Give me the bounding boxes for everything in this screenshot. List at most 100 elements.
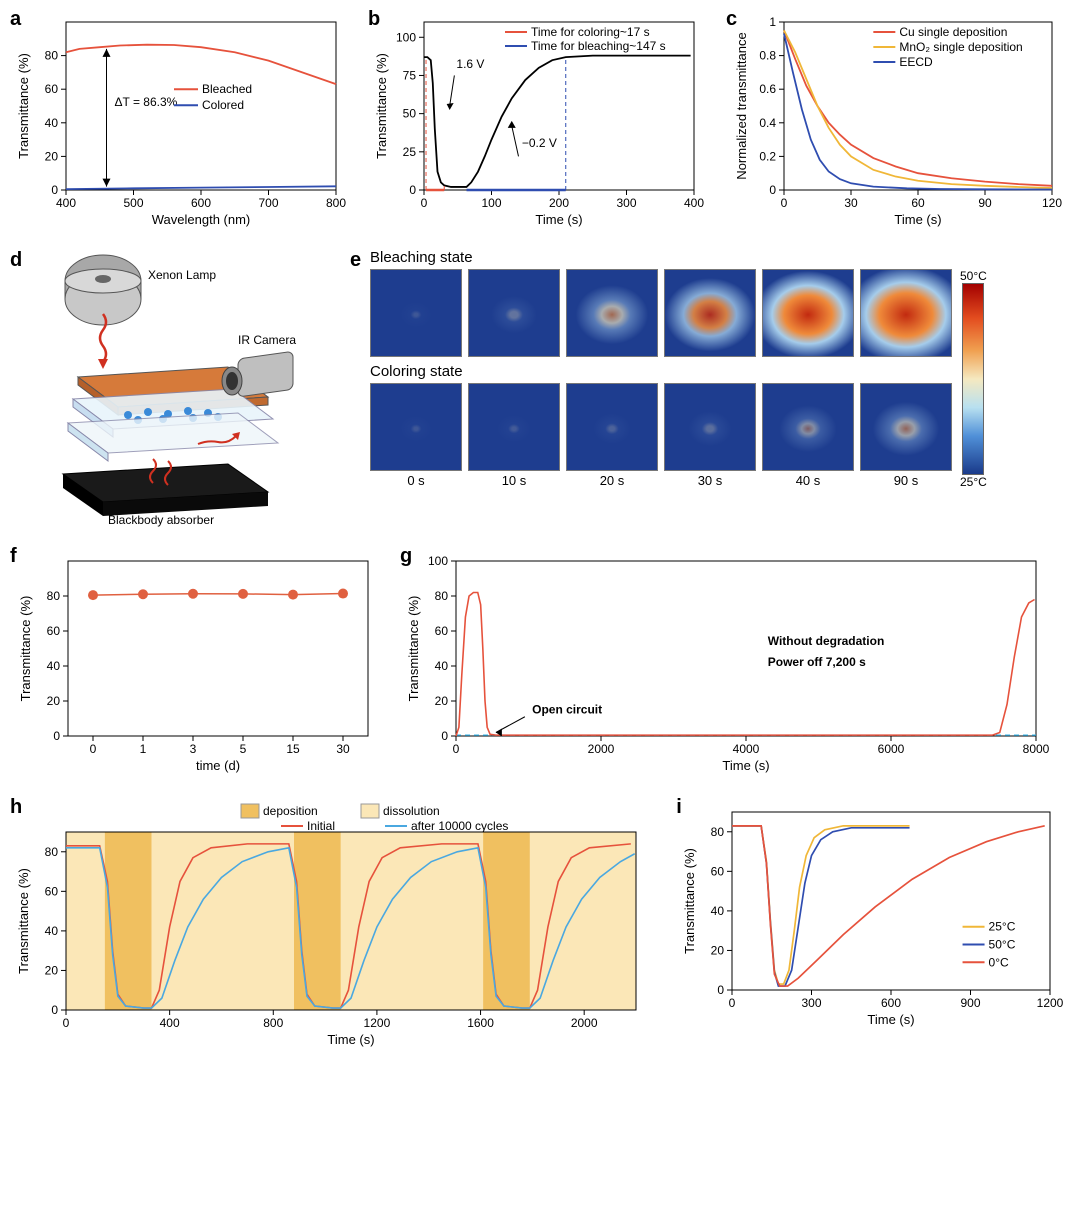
svg-text:20: 20: [47, 694, 61, 708]
svg-text:deposition: deposition: [263, 804, 318, 818]
svg-text:20: 20: [711, 943, 725, 957]
svg-text:600: 600: [191, 196, 211, 210]
svg-text:4000: 4000: [733, 742, 760, 756]
svg-text:25: 25: [403, 145, 417, 159]
panel-i-label: i: [676, 796, 682, 819]
svg-text:15: 15: [286, 742, 300, 756]
svg-text:80: 80: [45, 845, 59, 859]
panel-d-label: d: [10, 249, 22, 272]
svg-text:Initial: Initial: [307, 819, 335, 833]
panel-h: h depositiondissolutionInitialafter 1000…: [8, 796, 664, 1056]
svg-text:Time for coloring~17 s: Time for coloring~17 s: [531, 25, 650, 39]
svg-text:0: 0: [729, 996, 736, 1010]
svg-text:1200: 1200: [1037, 996, 1064, 1010]
svg-text:120: 120: [1042, 196, 1062, 210]
svg-text:Cu single deposition: Cu single deposition: [899, 25, 1007, 39]
svg-text:Transmittance (%): Transmittance (%): [16, 53, 31, 159]
svg-text:20: 20: [45, 149, 59, 163]
panel-c-label: c: [726, 8, 737, 31]
blackbody-label: Blackbody absorber: [108, 513, 214, 527]
svg-text:6000: 6000: [878, 742, 905, 756]
svg-text:3: 3: [190, 742, 197, 756]
heat-time-labels: 0 s10 s20 s30 s40 s90 s: [370, 473, 952, 488]
svg-text:Time (s): Time (s): [722, 758, 769, 773]
svg-text:60: 60: [45, 82, 59, 96]
svg-text:−0.2 V: −0.2 V: [522, 136, 557, 150]
svg-text:1200: 1200: [364, 1016, 391, 1030]
svg-text:ΔT = 86.3%: ΔT = 86.3%: [115, 95, 178, 109]
svg-text:0: 0: [769, 183, 776, 197]
ir-camera-label: IR Camera: [238, 333, 296, 347]
svg-text:100: 100: [481, 196, 501, 210]
panel-f-chart: 02040608001351530time (d)Transmittance (…: [8, 545, 388, 780]
svg-text:200: 200: [549, 196, 569, 210]
svg-text:500: 500: [123, 196, 143, 210]
panel-b-chart: 01002003004000255075100Time (s)Transmitt…: [366, 8, 711, 233]
xenon-lamp-label: Xenon Lamp: [148, 268, 216, 282]
svg-text:0°C: 0°C: [989, 955, 1009, 969]
svg-text:20: 20: [45, 963, 59, 977]
svg-text:2000: 2000: [571, 1016, 598, 1030]
svg-text:80: 80: [47, 589, 61, 603]
svg-text:900: 900: [961, 996, 981, 1010]
svg-text:80: 80: [711, 825, 725, 839]
svg-text:40: 40: [711, 904, 725, 918]
svg-text:MnO₂ single deposition: MnO₂ single deposition: [899, 40, 1022, 54]
svg-text:40: 40: [47, 659, 61, 673]
svg-text:100: 100: [428, 554, 448, 568]
svg-text:Time (s): Time (s): [894, 212, 941, 227]
svg-text:30: 30: [844, 196, 858, 210]
svg-text:60: 60: [711, 864, 725, 878]
svg-text:400: 400: [160, 1016, 180, 1030]
coloring-title: Coloring state: [370, 363, 952, 380]
bleaching-title: Bleaching state: [370, 249, 1072, 266]
svg-text:0: 0: [453, 742, 460, 756]
svg-text:400: 400: [684, 196, 704, 210]
svg-text:40: 40: [45, 116, 59, 130]
figure-grid: a 400500600700800020406080Wavelength (nm…: [8, 8, 1072, 1056]
panel-g-chart: 02000400060008000020406080100Time (s)Tra…: [398, 545, 1058, 780]
svg-text:8000: 8000: [1023, 742, 1050, 756]
svg-text:5: 5: [240, 742, 247, 756]
svg-text:600: 600: [881, 996, 901, 1010]
svg-text:0: 0: [409, 183, 416, 197]
svg-text:40: 40: [45, 924, 59, 938]
svg-text:Time for bleaching~147 s: Time for bleaching~147 s: [531, 39, 666, 53]
svg-text:Normalized transmittance: Normalized transmittance: [734, 32, 749, 179]
coloring-tiles: [370, 383, 952, 471]
svg-text:0: 0: [63, 1016, 70, 1030]
svg-text:60: 60: [911, 196, 925, 210]
panel-f-label: f: [10, 545, 17, 568]
svg-text:0.4: 0.4: [759, 116, 776, 130]
svg-text:0: 0: [718, 983, 725, 997]
panel-b-label: b: [368, 8, 380, 31]
svg-text:800: 800: [263, 1016, 283, 1030]
bleaching-tiles: [370, 269, 952, 357]
svg-text:Time (s): Time (s): [868, 1012, 915, 1027]
svg-text:Time (s): Time (s): [327, 1032, 374, 1047]
svg-text:0: 0: [51, 183, 58, 197]
svg-text:100: 100: [396, 30, 416, 44]
svg-text:60: 60: [47, 624, 61, 638]
svg-text:1: 1: [769, 15, 776, 29]
svg-text:Without degradation: Without degradation: [768, 634, 885, 648]
colorbar: [962, 283, 984, 475]
svg-text:80: 80: [45, 49, 59, 63]
svg-text:20: 20: [435, 694, 449, 708]
svg-text:75: 75: [403, 68, 417, 82]
panel-g-label: g: [400, 545, 412, 568]
svg-text:50°C: 50°C: [989, 938, 1016, 952]
svg-text:after 10000 cycles: after 10000 cycles: [411, 819, 508, 833]
svg-text:0: 0: [90, 742, 97, 756]
svg-text:800: 800: [326, 196, 346, 210]
svg-text:2000: 2000: [588, 742, 615, 756]
panel-a-chart: 400500600700800020406080Wavelength (nm)T…: [8, 8, 353, 233]
svg-text:0: 0: [441, 729, 448, 743]
svg-text:300: 300: [616, 196, 636, 210]
panel-a-label: a: [10, 8, 21, 31]
svg-text:30: 30: [336, 742, 350, 756]
svg-text:EECD: EECD: [899, 55, 933, 69]
svg-text:80: 80: [435, 589, 449, 603]
svg-text:60: 60: [435, 624, 449, 638]
svg-text:1.6 V: 1.6 V: [456, 57, 484, 71]
